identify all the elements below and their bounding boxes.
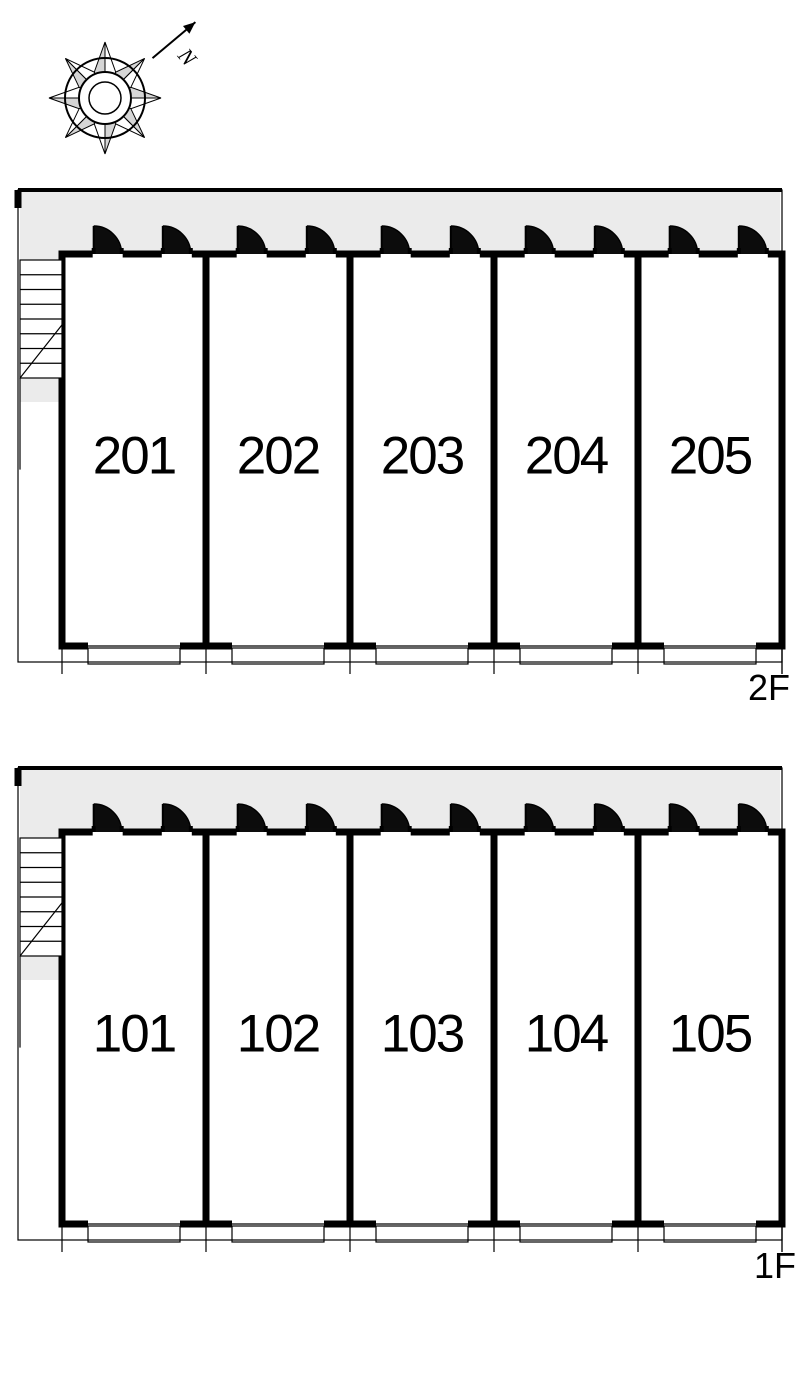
unit-label: 202 [237, 427, 319, 486]
floor-2F: 201 202 203 204 205 2F [18, 190, 790, 708]
floor-1F: 101 102 103 104 105 1F [18, 768, 796, 1286]
floorplan-svg: N 201 202 203 204 205 2F 101 102 103 104 105 1F [0, 0, 800, 1373]
unit-label: 205 [669, 427, 752, 486]
unit-label: 105 [669, 1005, 752, 1064]
compass-icon: N [49, 22, 202, 154]
unit-label: 103 [381, 1005, 464, 1064]
unit-label: 201 [93, 427, 175, 486]
floor-label: 2F [748, 667, 790, 708]
unit-label: 104 [525, 1005, 608, 1064]
floor-label: 1F [754, 1245, 796, 1286]
unit-label: 102 [237, 1005, 319, 1064]
compass-north-label: N [172, 42, 202, 71]
unit-label: 203 [381, 427, 464, 486]
unit-label: 101 [93, 1005, 175, 1064]
unit-label: 204 [525, 427, 608, 486]
floorplan-canvas: N 201 202 203 204 205 2F 101 102 103 104 105 1F [0, 0, 800, 1373]
